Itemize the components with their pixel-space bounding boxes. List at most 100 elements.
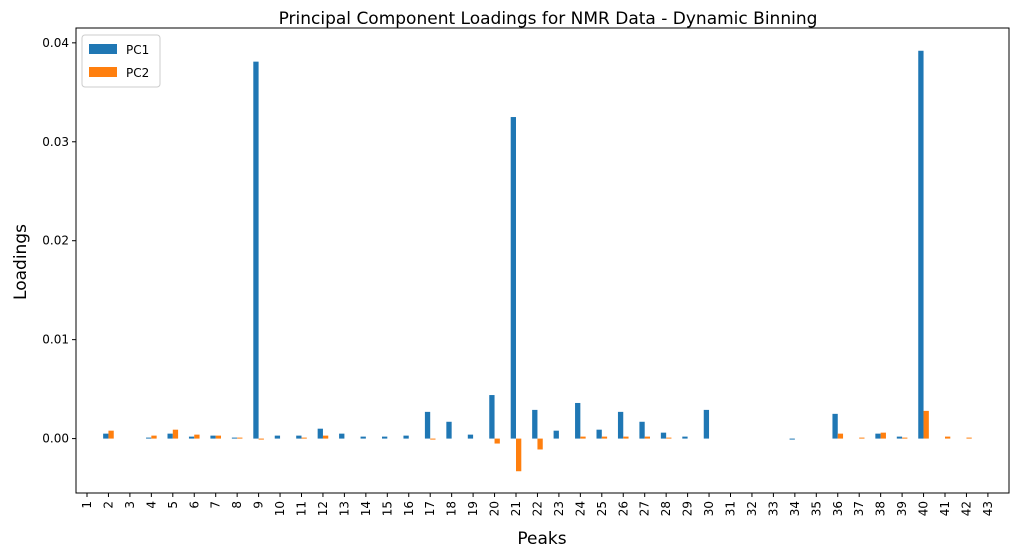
x-tick-label: 26: [616, 501, 630, 516]
bar-pc1-peak-26: [617, 411, 624, 439]
x-tick-label: 12: [316, 501, 330, 516]
bar-pc1-peak-20: [489, 395, 495, 439]
y-tick-label: 0.04: [42, 36, 69, 50]
bar-pc2-peak-25: [601, 436, 608, 439]
bar-pc2-peak-12: [322, 435, 329, 439]
x-tick-label: 17: [423, 501, 437, 516]
x-tick-label: 2: [101, 501, 115, 509]
x-tick-label: 16: [402, 501, 416, 516]
bar-pc1-peak-12: [317, 428, 323, 439]
bar-pc1-peak-2: [103, 433, 109, 439]
x-tick-label: 1: [80, 501, 94, 509]
x-tick-label: 21: [509, 501, 523, 516]
x-tick-label: 31: [724, 501, 738, 516]
bar-pc2-peak-20: [494, 438, 500, 444]
bar-pc2-peak-7: [215, 435, 221, 439]
bar-pc1-peak-24: [575, 402, 581, 439]
x-tick-label: 4: [144, 501, 158, 509]
bar-pc2-peak-22: [537, 438, 543, 450]
bar-pc1-peak-19: [467, 434, 474, 439]
bar-pc2-peak-5: [172, 429, 179, 439]
bar-pc1-peak-36: [832, 413, 838, 439]
bar-pc1-peak-18: [446, 421, 452, 439]
bar-pc1-peak-30: [703, 409, 710, 439]
bar-pc2-peak-24: [580, 436, 586, 439]
x-tick-label: 6: [187, 501, 201, 509]
x-tick-label: 37: [852, 501, 866, 516]
bar-pc1-peak-28: [660, 432, 667, 439]
bar-pc1-peak-23: [553, 430, 559, 439]
chart-title: Principal Component Loadings for NMR Dat…: [279, 9, 818, 29]
x-tick-label: 36: [831, 501, 845, 516]
bar-pc2-peak-42: [966, 437, 972, 439]
axes-frame: [75, 27, 1010, 494]
x-tick-label: 39: [895, 501, 909, 516]
bar-pc2-peak-26: [623, 436, 629, 439]
bar-pc2-peak-39: [902, 437, 908, 439]
bar-pc1-peak-25: [596, 429, 602, 439]
x-tick-label: 40: [917, 501, 931, 516]
x-tick-label: 28: [659, 501, 673, 516]
bar-pc1-peak-40: [918, 50, 924, 439]
legend-label-pc1: PC1: [126, 43, 149, 57]
bar-pc2-peak-38: [880, 432, 886, 439]
x-tick-label: 35: [809, 501, 823, 516]
x-tick-label: 41: [938, 501, 952, 516]
bar-pc2-peak-6: [194, 434, 200, 439]
x-tick-label: 33: [766, 501, 780, 516]
bar-pc2-peak-9: [258, 438, 264, 440]
bar-pc1-peak-11: [296, 435, 302, 439]
x-tick-label: 19: [466, 501, 480, 516]
x-tick-label: 11: [295, 501, 309, 516]
bar-pc2-peak-36: [837, 433, 844, 439]
x-tick-label: 27: [638, 501, 652, 516]
y-tick-label: 0.02: [42, 234, 69, 248]
bar-pc2-peak-4: [151, 435, 157, 439]
bar-pc1-peak-34: [789, 438, 795, 440]
bar-pc1-peak-39: [896, 436, 903, 439]
legend-swatch-pc1: [89, 44, 117, 54]
bar-pc1-peak-6: [188, 436, 195, 439]
x-tick-label: 43: [981, 501, 995, 516]
y-tick-label: 0.00: [42, 432, 69, 446]
bar-pc1-peak-10: [274, 435, 281, 439]
x-tick-label: 25: [595, 501, 609, 516]
bar-pc1-peak-5: [167, 433, 173, 439]
bar-pc2-peak-41: [945, 436, 951, 439]
x-tick-label: 29: [681, 501, 695, 516]
x-axis-label: Peaks: [517, 529, 566, 549]
y-tick-label: 0.01: [42, 333, 69, 347]
bar-pc2-peak-11: [301, 437, 307, 439]
bar-pc1-peak-17: [424, 411, 431, 439]
x-tick-label: 18: [445, 501, 459, 516]
x-tick-label: 10: [273, 501, 287, 516]
x-tick-label: 15: [380, 501, 394, 516]
x-tick-label: 9: [252, 501, 266, 509]
x-axis: 1 2 3 4 5 6 7 8 9 10 11 12 13 14 15 16 17 18 19 20 21 22 23 24 2…: [80, 493, 995, 516]
x-tick-label: 3: [123, 501, 137, 509]
bar-pc2-peak-2: [108, 430, 114, 439]
bar-pc1-peak-8: [231, 437, 238, 439]
x-tick-label: 20: [488, 501, 502, 516]
x-tick-label: 23: [552, 501, 566, 516]
legend-label-pc2: PC2: [126, 66, 149, 80]
bar-pc1-peak-15: [382, 436, 388, 439]
bar-pc1-peak-21: [510, 117, 516, 439]
bar-pc1-peak-38: [875, 433, 881, 439]
bar-pc1-peak-16: [403, 435, 409, 439]
legend: PC1 PC2: [81, 34, 161, 88]
x-tick-label: 22: [530, 501, 544, 516]
bar-pc2-peak-8: [237, 437, 243, 439]
bar-pc1-peak-7: [210, 435, 216, 439]
bar-pc2-peak-40: [923, 410, 929, 439]
y-tick-label: 0.03: [42, 135, 69, 149]
bar-pc1-peak-22: [532, 409, 538, 439]
bar-pc2-peak-17: [430, 438, 436, 440]
x-tick-label: 34: [788, 501, 802, 516]
bar-pc1-peak-4: [146, 437, 152, 439]
x-tick-label: 30: [702, 501, 716, 516]
bar-pc1-peak-13: [339, 433, 345, 439]
bar-pc1-peak-9: [253, 61, 259, 439]
bar-pc1-peak-27: [639, 421, 645, 439]
